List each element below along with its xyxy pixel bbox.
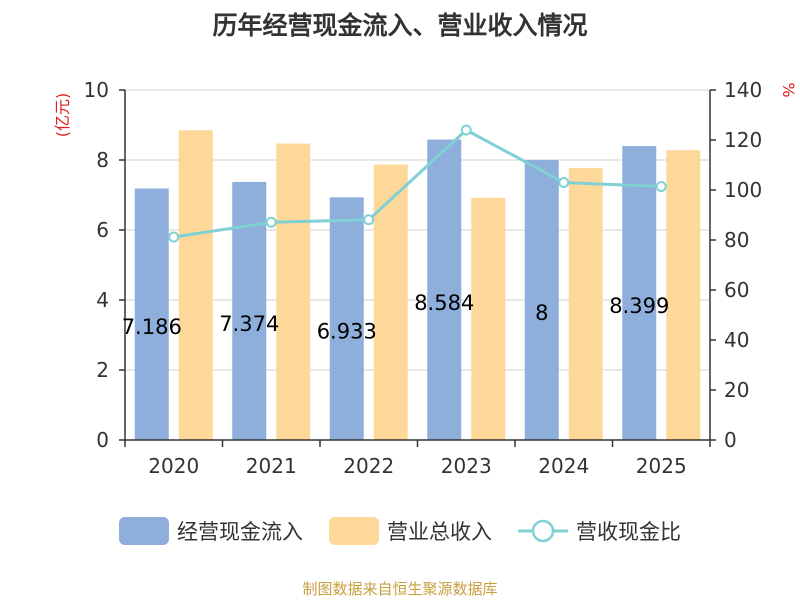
- x-axis-tick-label: 2024: [538, 454, 589, 478]
- bar-cash-inflow: [134, 188, 169, 440]
- right-axis-tick-label: 0: [724, 428, 737, 452]
- left-axis-tick-label: 8: [96, 148, 109, 172]
- legend-label-ratio: 营收现金比: [576, 520, 681, 544]
- chart-title: 历年经营现金流入、营业收入情况: [212, 11, 588, 40]
- legend: 经营现金流入 营业总收入 营收现金比: [0, 516, 800, 546]
- ratio-point: [558, 177, 570, 188]
- legend-item-cash-inflow[interactable]: 经营现金流入: [119, 516, 303, 546]
- data-label-cash-inflow: 8.584: [414, 291, 474, 315]
- left-axis-tick-label: 2: [96, 358, 109, 382]
- right-axis-tick-label: 120: [724, 128, 762, 152]
- left-axis-tick-label: 6: [96, 218, 109, 242]
- bar-revenue: [568, 168, 603, 441]
- x-axis-tick-label: 2025: [636, 454, 687, 478]
- ratio-point: [265, 216, 277, 228]
- right-axis-tick-label: 60: [724, 278, 749, 302]
- right-axis-tick-label: 100: [724, 178, 762, 202]
- bar-cash-inflow: [524, 160, 559, 440]
- legend-label-revenue: 营业总收入: [387, 520, 492, 544]
- bar-revenue: [666, 150, 701, 440]
- data-label-cash-inflow: 8: [535, 301, 548, 325]
- bar-revenue: [276, 143, 311, 441]
- legend-swatch-ratio: [518, 519, 568, 543]
- left-axis-unit: (亿元): [53, 93, 72, 138]
- ratio-point: [460, 124, 472, 136]
- ratio-line: [173, 128, 662, 239]
- x-axis-tick-label: 2020: [148, 454, 199, 478]
- legend-swatch-cash-inflow: [119, 517, 169, 545]
- source-note: 制图数据来自恒生聚源数据库: [302, 580, 498, 598]
- ratio-point: [168, 231, 180, 243]
- data-label-cash-inflow: 6.933: [317, 320, 377, 344]
- right-axis-tick-label: 140: [724, 78, 762, 102]
- bar-revenue: [471, 197, 506, 440]
- ratio-point: [363, 214, 375, 226]
- legend-label-cash-inflow: 经营现金流入: [177, 520, 303, 544]
- right-axis-tick-label: 80: [724, 228, 749, 252]
- x-axis-tick-label: 2023: [441, 454, 492, 478]
- right-axis-tick-label: 20: [724, 378, 749, 402]
- legend-item-ratio[interactable]: 营收现金比: [518, 516, 681, 546]
- bar-cash-inflow: [232, 181, 267, 440]
- data-label-cash-inflow: 8.399: [609, 294, 669, 318]
- data-label-cash-inflow: 7.374: [219, 312, 279, 336]
- ratio-point: [655, 181, 667, 192]
- data-label-cash-inflow: 7.186: [122, 315, 182, 339]
- legend-item-revenue[interactable]: 营业总收入: [329, 516, 492, 546]
- left-axis-tick-label: 0: [96, 428, 109, 452]
- bar-revenue: [178, 130, 213, 440]
- left-axis-tick-label: 10: [84, 78, 109, 102]
- x-axis-tick-label: 2022: [343, 454, 394, 478]
- bar-cash-inflow: [622, 146, 657, 440]
- bar-cash-inflow: [427, 139, 462, 440]
- right-axis-unit: %: [779, 82, 798, 97]
- x-axis-tick-label: 2021: [246, 454, 297, 478]
- left-axis-tick-label: 4: [96, 288, 109, 312]
- legend-swatch-revenue: [329, 517, 379, 545]
- legend-ratio-marker: [531, 519, 555, 543]
- bar-cash-inflow: [329, 197, 364, 440]
- bar-revenue: [373, 164, 408, 441]
- right-axis-tick-label: 40: [724, 328, 749, 352]
